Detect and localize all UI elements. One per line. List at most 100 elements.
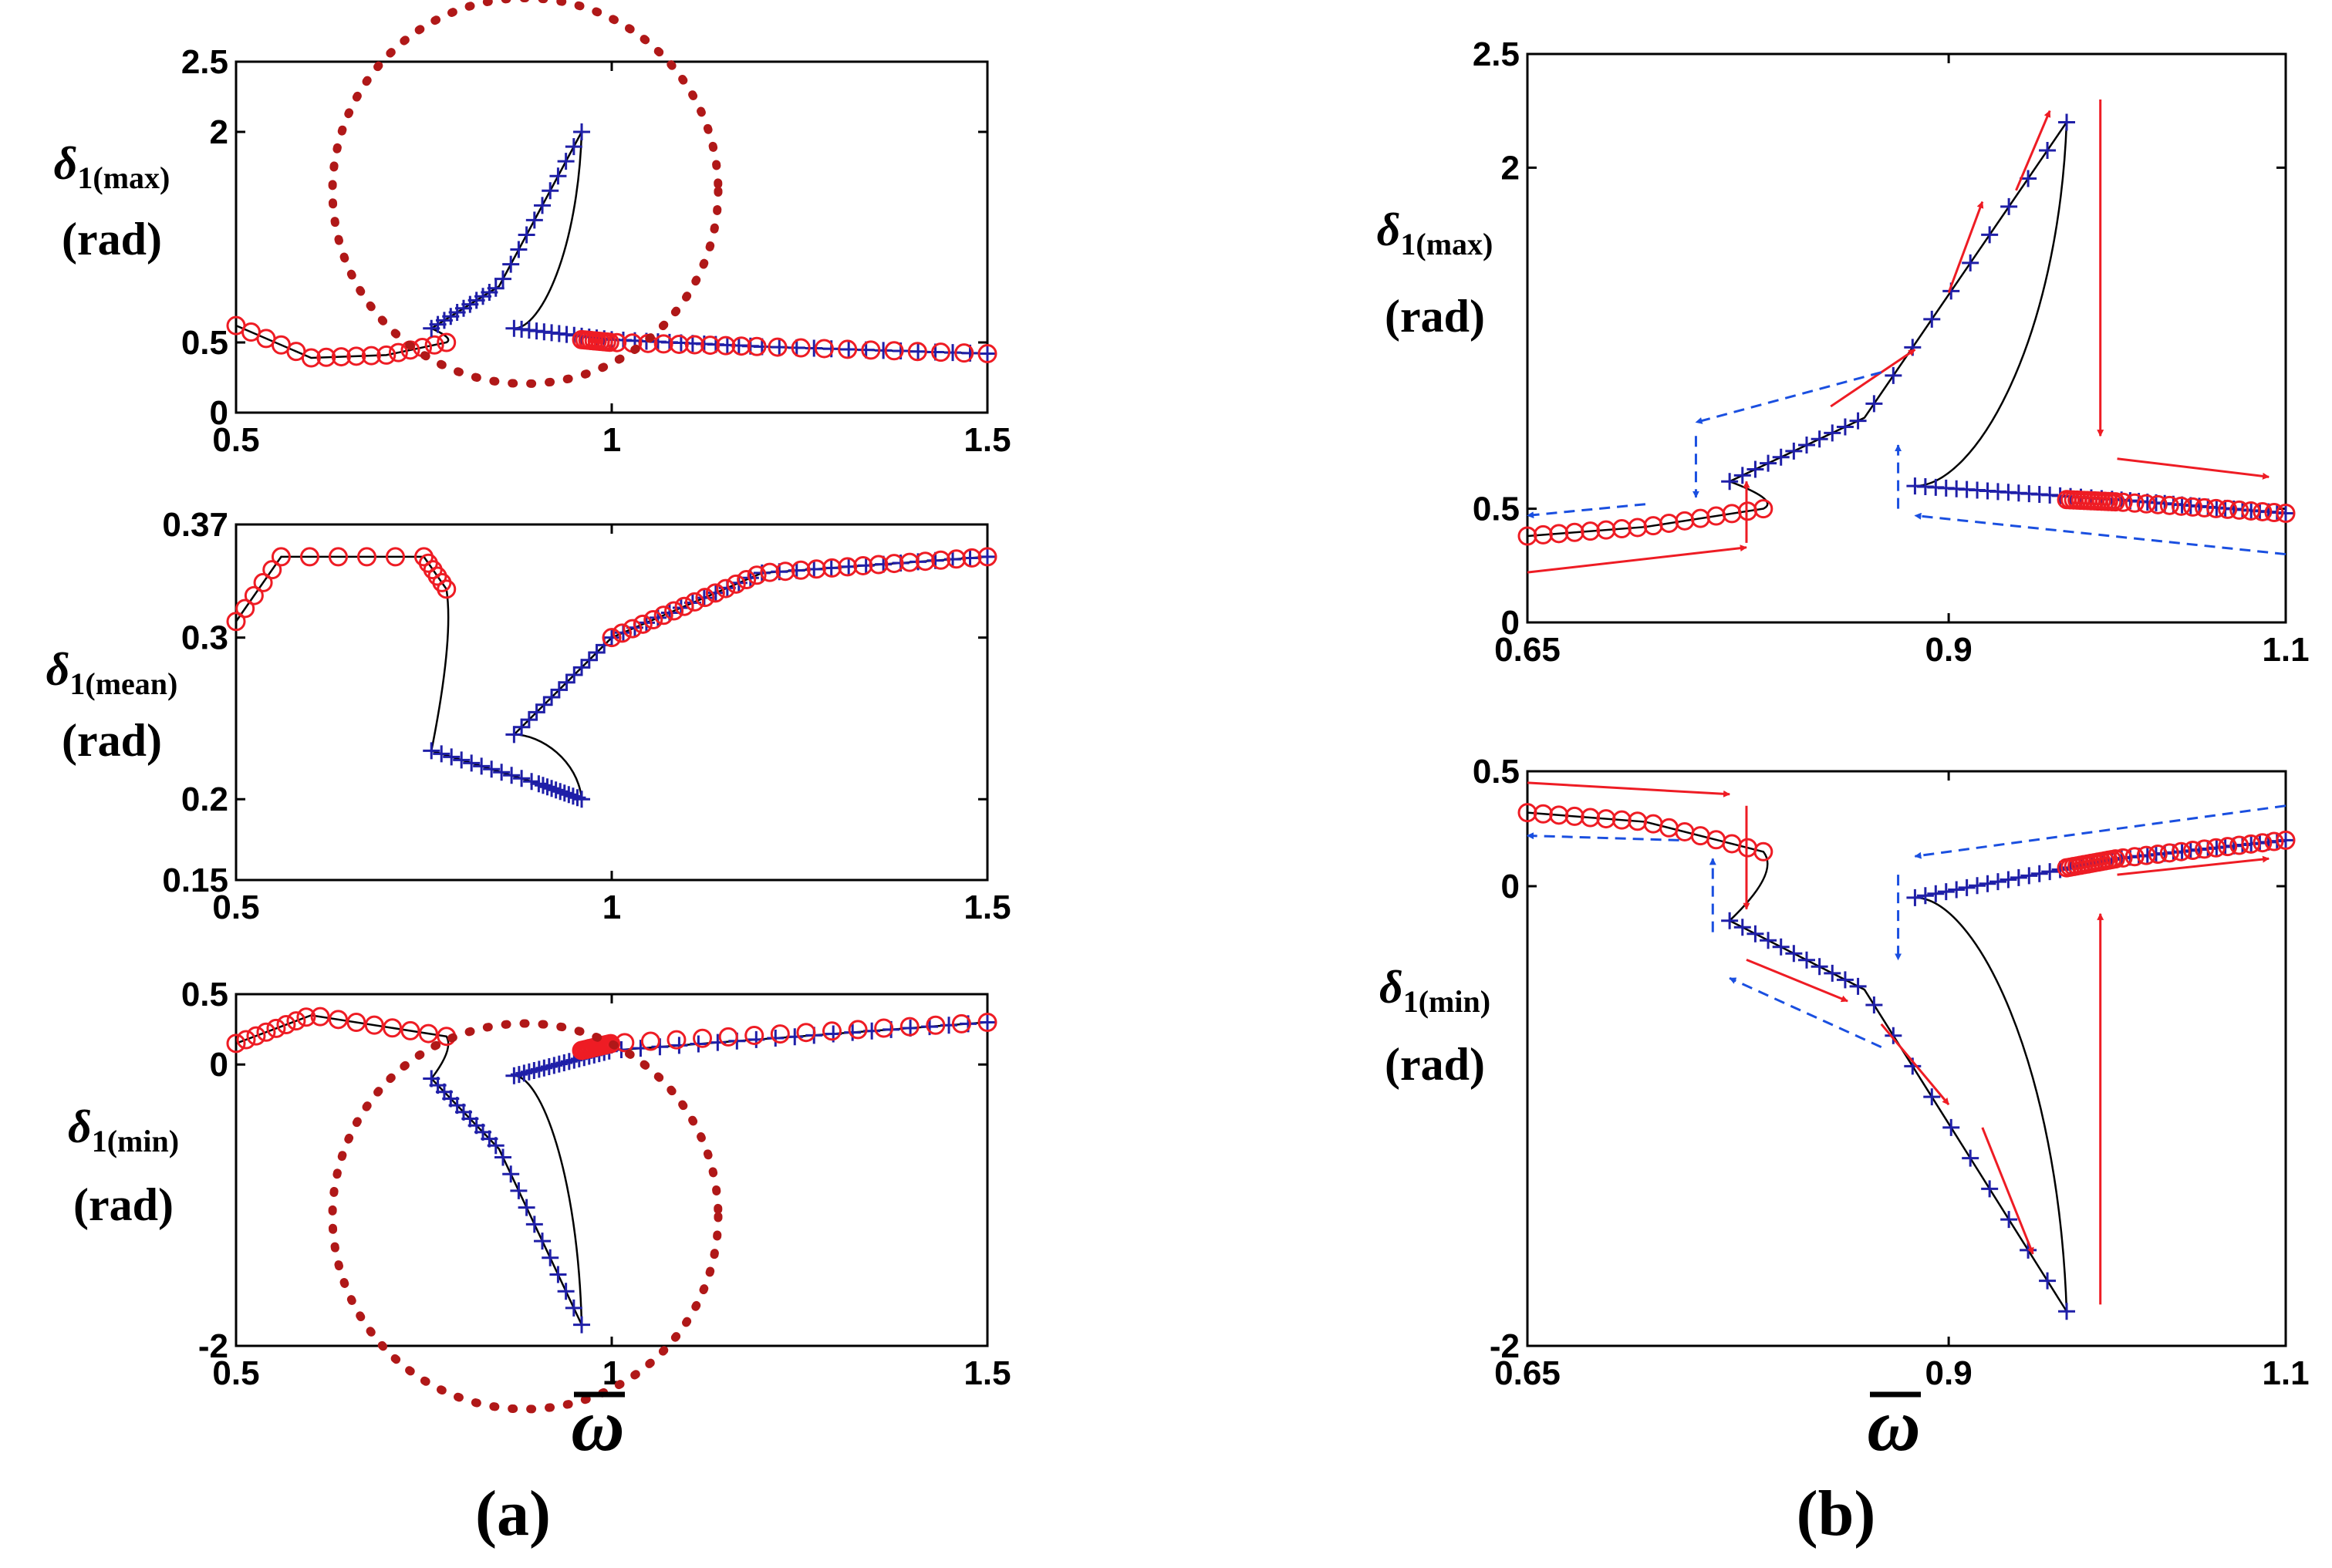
- circle-marker: [806, 559, 826, 579]
- forward-arrow: [1527, 545, 1747, 574]
- plus-marker: [523, 773, 541, 791]
- y-label-symbol: δ: [1377, 204, 1401, 255]
- plus-marker: [494, 1148, 512, 1166]
- plus-marker: [1721, 473, 1739, 491]
- forward-arrow: [1746, 958, 1848, 1003]
- plus-marker: [565, 666, 583, 684]
- plus-marker: [520, 711, 538, 729]
- circle-marker: [388, 342, 408, 362]
- backward-arrow: [1695, 371, 1882, 424]
- circle-marker: [700, 336, 721, 356]
- plus-marker: [1962, 254, 1979, 271]
- y-tick-label: -2: [1490, 1327, 1520, 1365]
- plus-marker: [707, 584, 724, 602]
- plus-marker: [1849, 412, 1867, 430]
- circle-marker: [310, 1007, 330, 1027]
- plus-marker: [1979, 875, 1996, 892]
- plus-marker: [1885, 1027, 1902, 1044]
- forward-arrow: [1947, 201, 1984, 294]
- plus-marker: [530, 775, 548, 793]
- plus-marker: [1923, 1088, 1941, 1106]
- plus-marker: [535, 696, 553, 713]
- forward-arrow: [1880, 1023, 1950, 1106]
- circle-marker: [328, 1010, 348, 1030]
- circle-marker: [2276, 830, 2296, 850]
- circle-marker: [977, 344, 997, 364]
- plus-marker: [767, 1030, 785, 1047]
- y-axis-label: δ1(max): [1377, 204, 1493, 261]
- circle-marker: [669, 334, 689, 354]
- circle-marker: [437, 579, 457, 599]
- panel-a-label: (a): [475, 1478, 551, 1549]
- circle-marker: [747, 336, 767, 356]
- plus-marker: [573, 791, 591, 808]
- circle-marker: [2113, 492, 2133, 512]
- x-tick-label: 1.5: [964, 421, 1011, 459]
- x-tick-label: 1.1: [2262, 631, 2309, 669]
- forward-arrow: [2015, 110, 2051, 191]
- plus-marker: [603, 629, 620, 646]
- x-tick-label: 1: [602, 889, 621, 926]
- y-tick-label: 0.37: [162, 506, 228, 544]
- circle-marker: [424, 335, 444, 355]
- circle-marker: [861, 340, 881, 360]
- plus-marker: [573, 123, 591, 140]
- circle-marker: [299, 547, 319, 567]
- plus-marker: [2020, 170, 2037, 187]
- plus-marker: [1948, 881, 1966, 899]
- circle-marker: [236, 1030, 256, 1050]
- plus-marker: [1811, 430, 1828, 448]
- circle-marker: [316, 347, 336, 367]
- plus-marker: [542, 1249, 559, 1266]
- circle-marker: [907, 342, 927, 362]
- y-label-subscript: 1(mean): [69, 666, 177, 701]
- y-label-symbol: δ: [46, 644, 70, 695]
- circle-marker: [2206, 498, 2226, 518]
- plus-marker: [690, 1035, 707, 1053]
- x-tick-label: 1: [602, 421, 621, 459]
- plus-marker: [565, 1299, 582, 1317]
- y-tick-label: 2.5: [1473, 35, 1520, 73]
- x-tick-label: 1.5: [964, 889, 1011, 926]
- circle-marker: [2253, 833, 2273, 853]
- plus-marker: [534, 197, 552, 214]
- y-tick-label: 2.5: [181, 43, 228, 81]
- circle-marker: [791, 338, 811, 358]
- plus-marker: [1746, 925, 1764, 942]
- forward-arrow: [2117, 457, 2270, 480]
- y-axis-unit: (rad): [62, 214, 162, 265]
- plus-marker: [588, 644, 606, 662]
- circle-marker: [2264, 831, 2284, 851]
- chart-b2: 0.65 0.9 1.1 -2 0 0.5 δ1(min) (rad): [1379, 753, 2310, 1392]
- highlight-circle: [328, 1019, 723, 1414]
- y-tick-label: 0.3: [181, 619, 228, 657]
- plus-marker: [788, 339, 805, 356]
- forward-arrow: [1830, 348, 1916, 408]
- y-axis-label: δ1(max): [54, 138, 170, 195]
- circle-marker: [262, 560, 282, 580]
- circle-marker: [822, 558, 842, 578]
- circle-marker: [705, 583, 725, 603]
- plus-marker: [558, 673, 575, 691]
- plus-marker: [2277, 504, 2294, 522]
- circle-marker: [2113, 848, 2133, 868]
- plus-marker: [505, 726, 523, 744]
- circle-marker: [2182, 841, 2202, 861]
- plus-marker: [534, 1232, 552, 1250]
- circle-marker: [684, 592, 704, 612]
- circle-marker: [244, 585, 264, 605]
- circle-marker: [899, 552, 920, 572]
- circle-marker: [884, 341, 904, 361]
- circle-marker: [653, 605, 673, 626]
- y-tick-label: 2: [1501, 149, 1520, 187]
- plot-layer: 0.5 1 1.500.522.5δ1(max)(rad)0.5 1 1.50.150.…: [46, 0, 2310, 1414]
- y-axis-unit: (rad): [1385, 1039, 1485, 1090]
- circle-marker: [814, 339, 834, 359]
- circle-marker: [2195, 497, 2215, 518]
- plus-marker: [513, 770, 531, 787]
- plus-marker: [1760, 932, 1777, 949]
- plus-marker: [1849, 977, 1867, 995]
- circle-marker: [947, 549, 967, 569]
- circle-marker: [253, 572, 273, 592]
- plus-marker: [2039, 141, 2057, 159]
